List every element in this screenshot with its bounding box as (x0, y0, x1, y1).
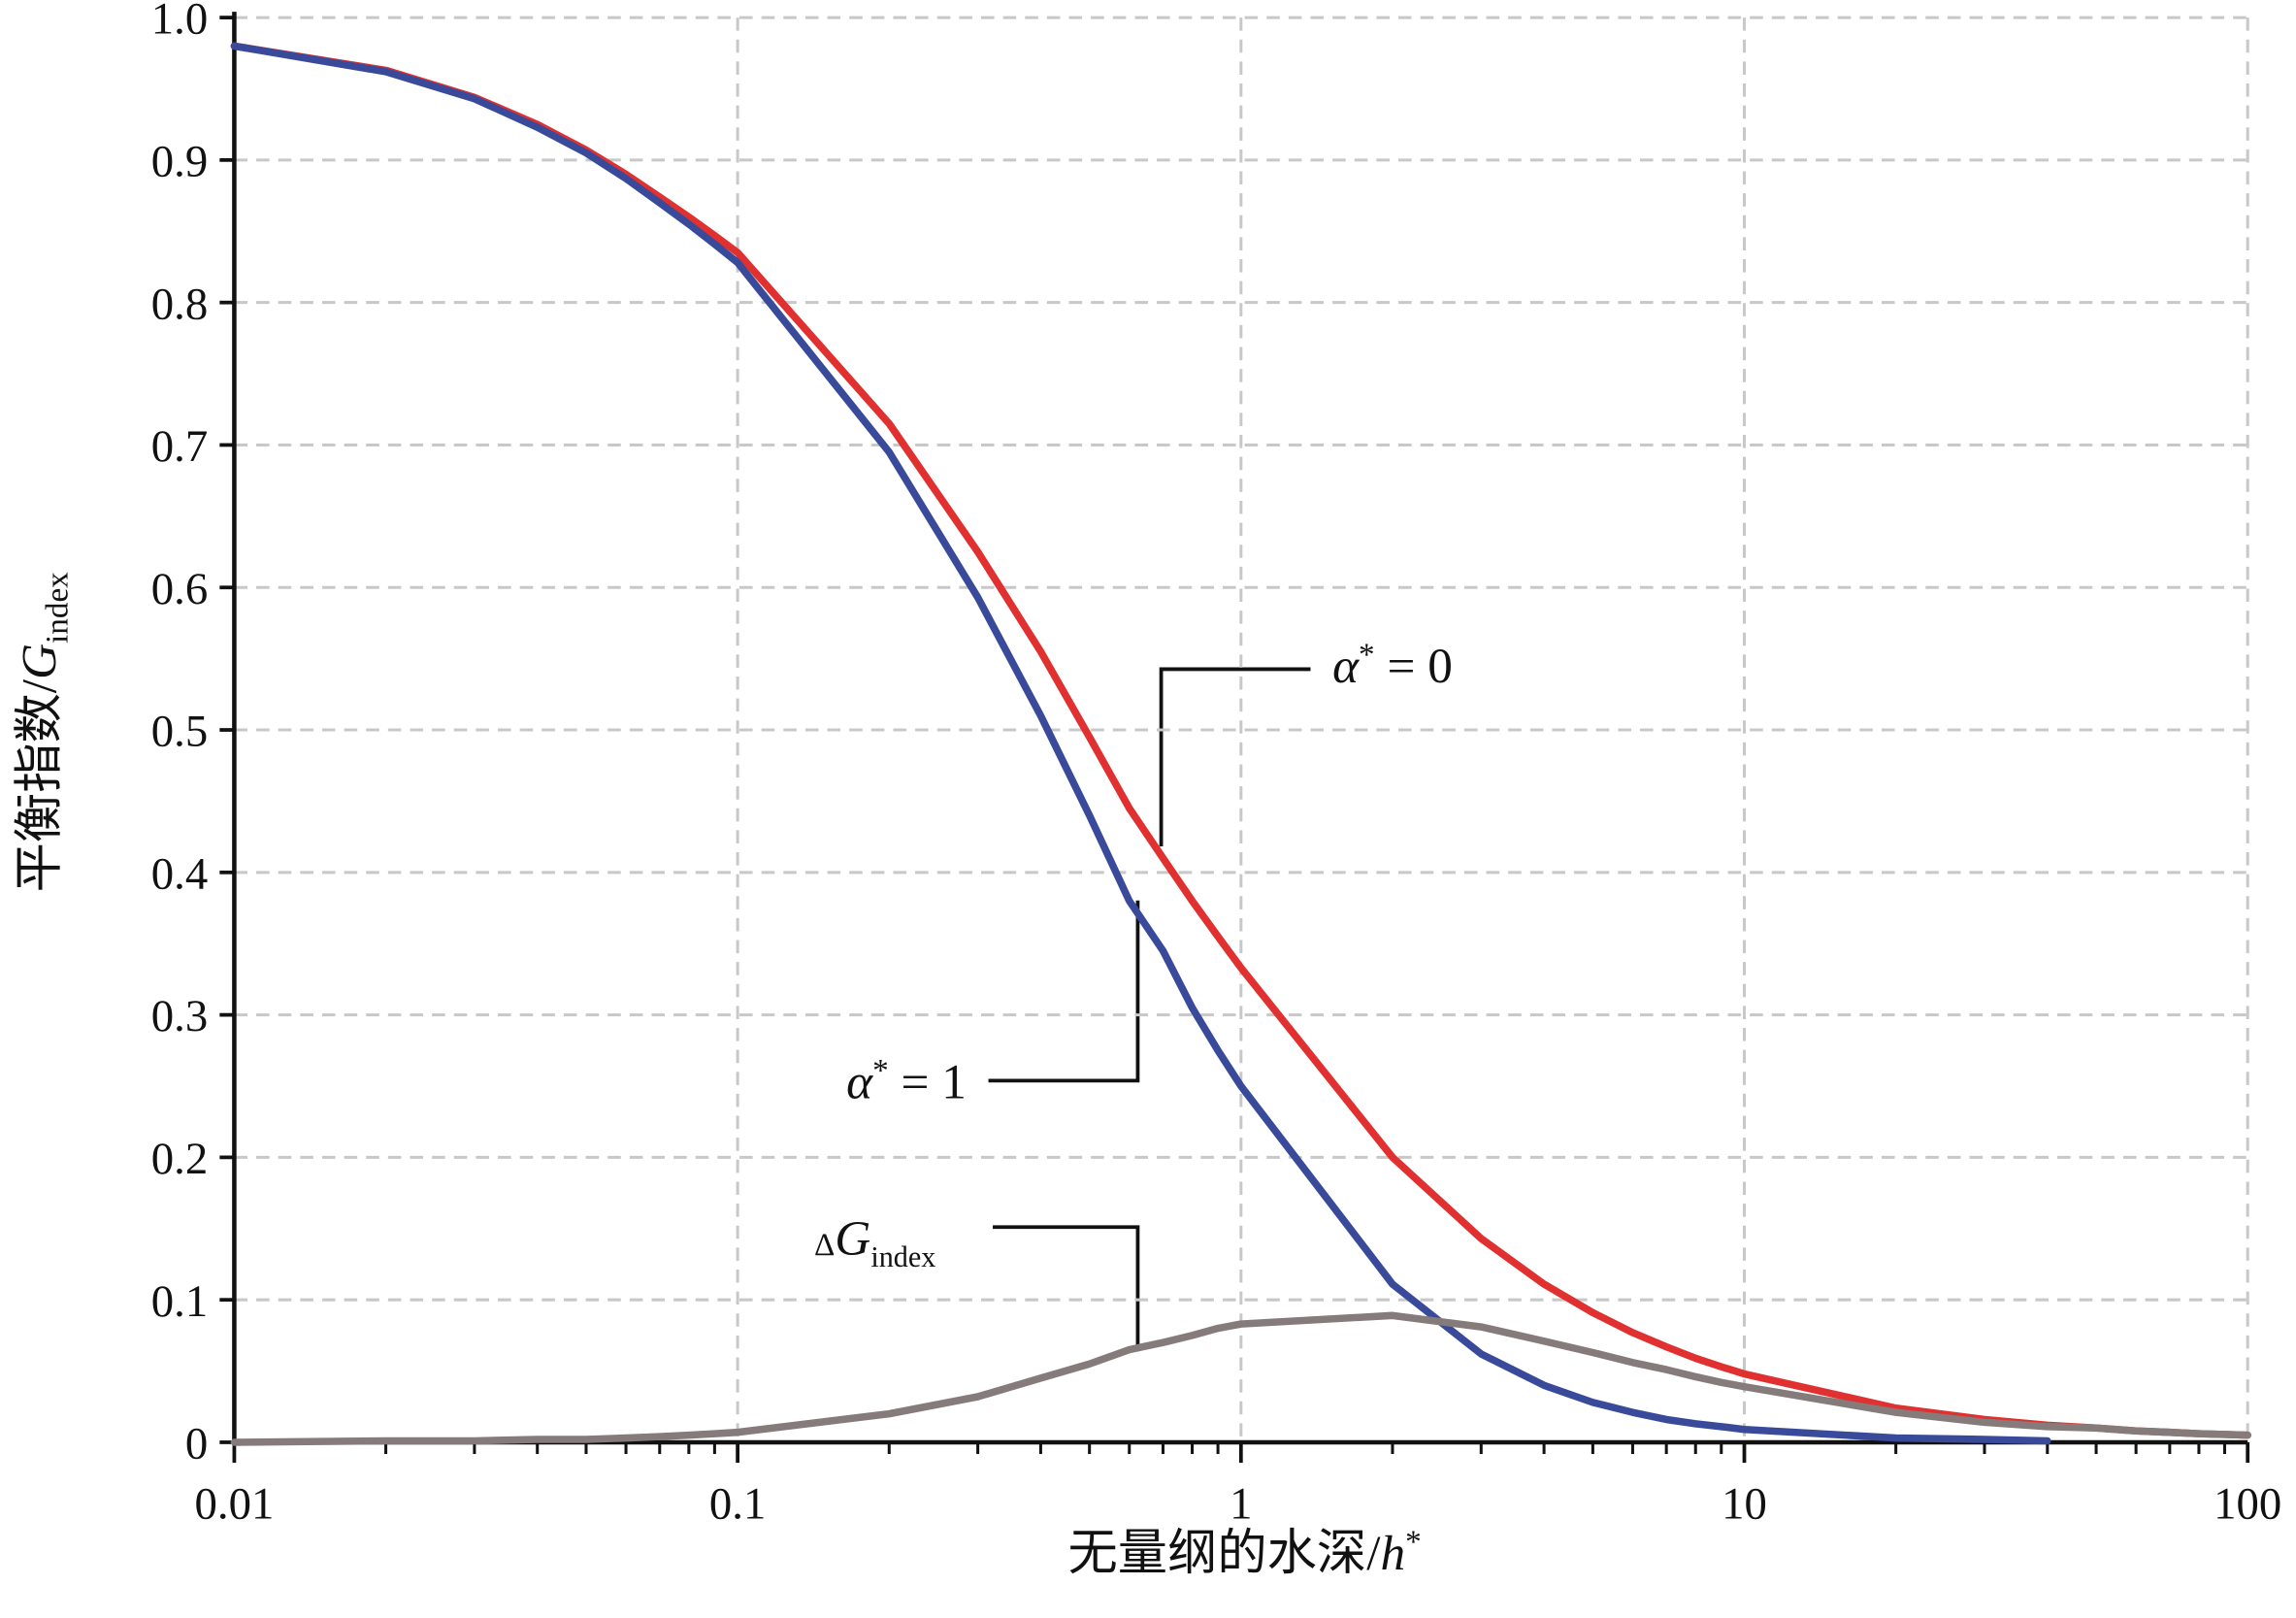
y-axis-title-part: G (12, 644, 67, 679)
y-tick-label: 0.4 (151, 848, 208, 899)
y-tick-label: 0.3 (151, 991, 208, 1041)
y-axis-title-part: index (39, 572, 75, 644)
series-annotation: α* = 0 (1332, 637, 1453, 694)
series-annotation-part: * (1359, 637, 1375, 673)
y-tick-label: 0.2 (151, 1134, 208, 1184)
y-axis-title-part: 平衡指数/ (12, 678, 67, 892)
series-annotation: ΔGindex (814, 1211, 935, 1273)
y-tick-label: 0.6 (151, 564, 208, 614)
x-axis-title: 无量纲的水深/h* (1067, 1524, 1421, 1581)
x-tick-label: 0.01 (195, 1478, 275, 1529)
x-axis-title-part: 无量纲的水深/ (1067, 1526, 1381, 1581)
leader-line (988, 900, 1140, 1083)
series-annotation: α* = 1 (846, 1052, 967, 1109)
x-tick-label: 100 (2214, 1478, 2281, 1529)
series-annotation-part: G (835, 1211, 870, 1267)
series-line (230, 1311, 2251, 1446)
y-axis-title: 平衡指数/Gindex (12, 572, 75, 893)
y-tick-label: 0 (185, 1419, 208, 1469)
x-axis-title-part: * (1405, 1524, 1422, 1560)
x-tick-label: 0.1 (709, 1478, 766, 1529)
series-line (230, 42, 2051, 1445)
x-tick-label: 10 (1722, 1478, 1767, 1529)
y-tick-label: 1.0 (151, 0, 208, 45)
x-axis-title-part: h (1380, 1526, 1405, 1581)
series-annotation-part: * (872, 1052, 889, 1088)
series-annotation-part: α (846, 1054, 873, 1109)
leader-line (993, 1225, 1140, 1347)
y-tick-label: 0.8 (151, 279, 208, 329)
y-tick-label: 0.7 (151, 421, 208, 472)
leader-line (1159, 667, 1311, 846)
series-annotation-part: = 0 (1375, 639, 1453, 694)
y-tick-label: 0.1 (151, 1276, 208, 1327)
series-annotation-part: α (1332, 639, 1360, 694)
y-tick-label: 0.9 (151, 136, 208, 186)
series-annotation-part: = 1 (889, 1054, 967, 1109)
y-tick-label: 0.5 (151, 707, 208, 757)
x-tick-label: 1 (1230, 1478, 1252, 1529)
series-annotation-part: index (870, 1240, 935, 1273)
series-annotation-part: Δ (814, 1227, 835, 1263)
